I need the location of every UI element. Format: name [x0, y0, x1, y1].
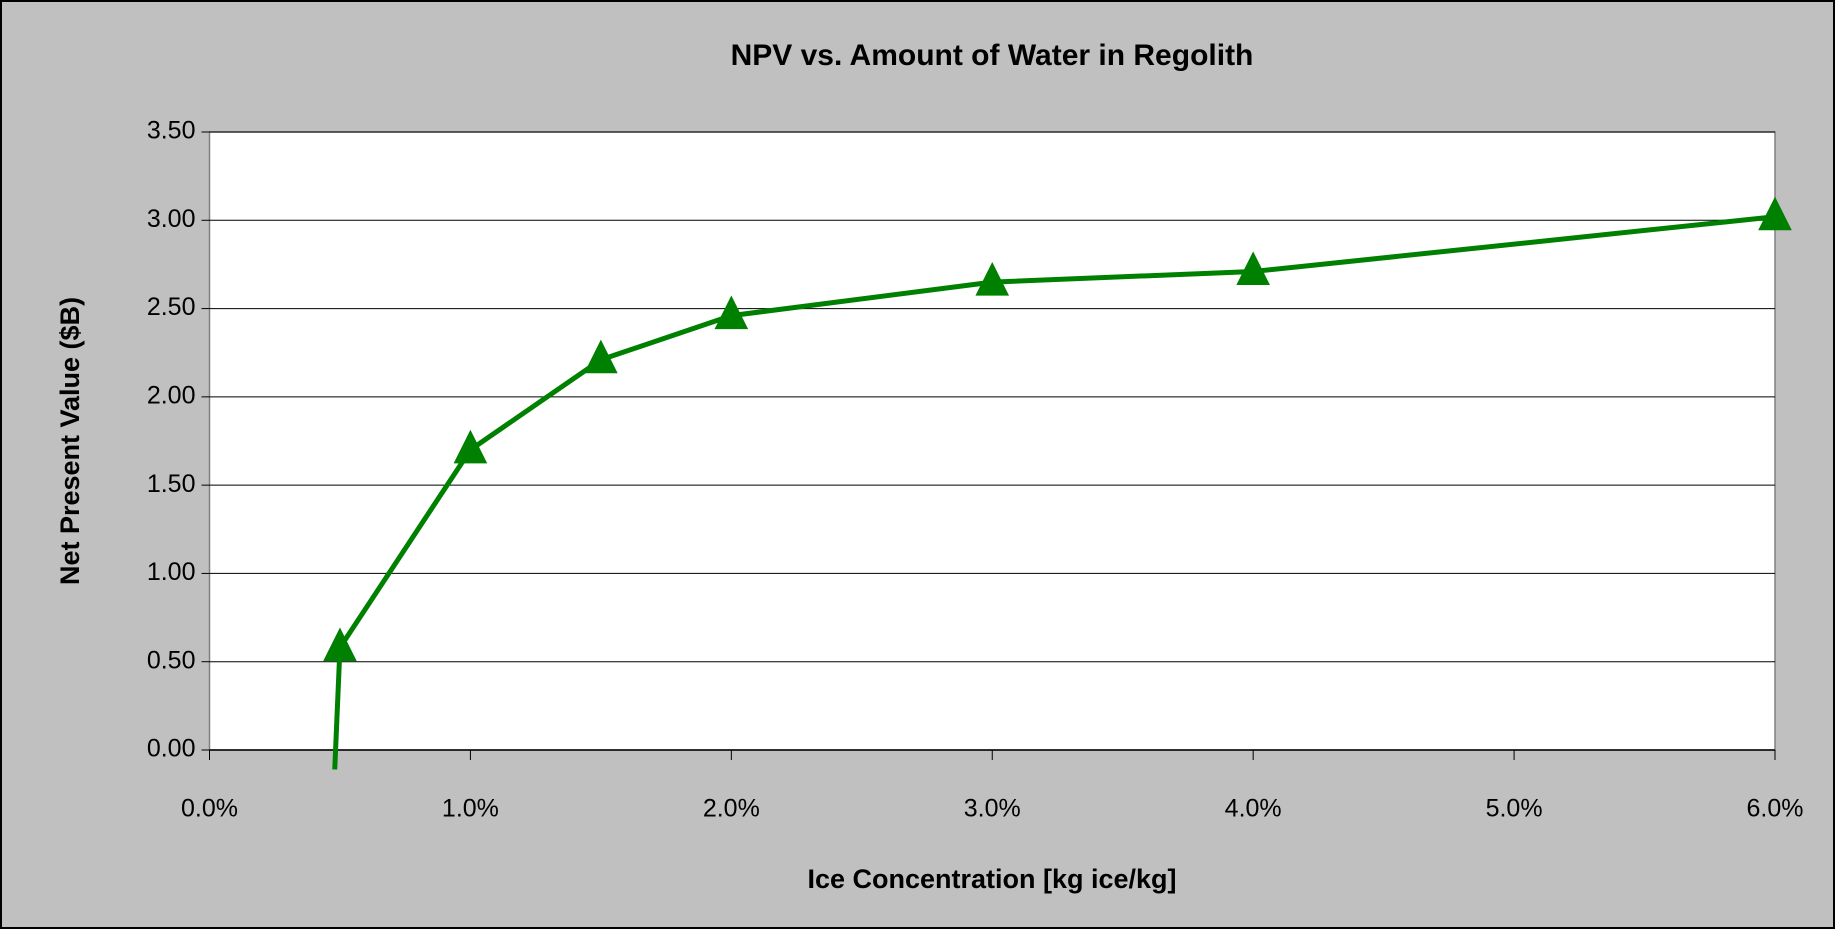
data-marker [584, 339, 618, 374]
data-marker [714, 295, 749, 330]
x-tick-label: 1.0% [442, 795, 499, 823]
x-axis-title: Ice Concentration [kg ice/kg] [807, 864, 1176, 894]
y-tick-label: 3.00 [147, 205, 196, 233]
data-marker [1758, 196, 1792, 231]
data-marker [453, 429, 488, 464]
x-tick-label: 6.0% [1747, 795, 1804, 823]
y-tick-label: 2.50 [147, 293, 196, 321]
data-marker [975, 261, 1010, 296]
x-tick-label: 3.0% [964, 795, 1021, 823]
y-tick-label: 2.00 [147, 381, 196, 409]
x-tick-label: 4.0% [1225, 795, 1282, 823]
y-tick-label: 0.50 [147, 646, 196, 674]
data-line [332, 214, 1776, 770]
y-tick-label: 1.00 [147, 558, 196, 586]
x-tick-label: 2.0% [703, 795, 760, 823]
chart-title: NPV vs. Amount of Water in Regolith [731, 39, 1254, 72]
plot-area [208, 131, 1776, 751]
x-tick-label: 0.0% [181, 795, 238, 823]
x-tick-label: 5.0% [1486, 795, 1543, 823]
y-tick-label: 1.50 [147, 470, 196, 498]
y-axis-title: Net Present Value ($B) [55, 297, 85, 585]
y-tick-label: 3.50 [147, 117, 196, 145]
y-tick-label: 0.00 [147, 735, 196, 763]
data-marker [323, 627, 357, 662]
data-marker [1236, 251, 1270, 285]
